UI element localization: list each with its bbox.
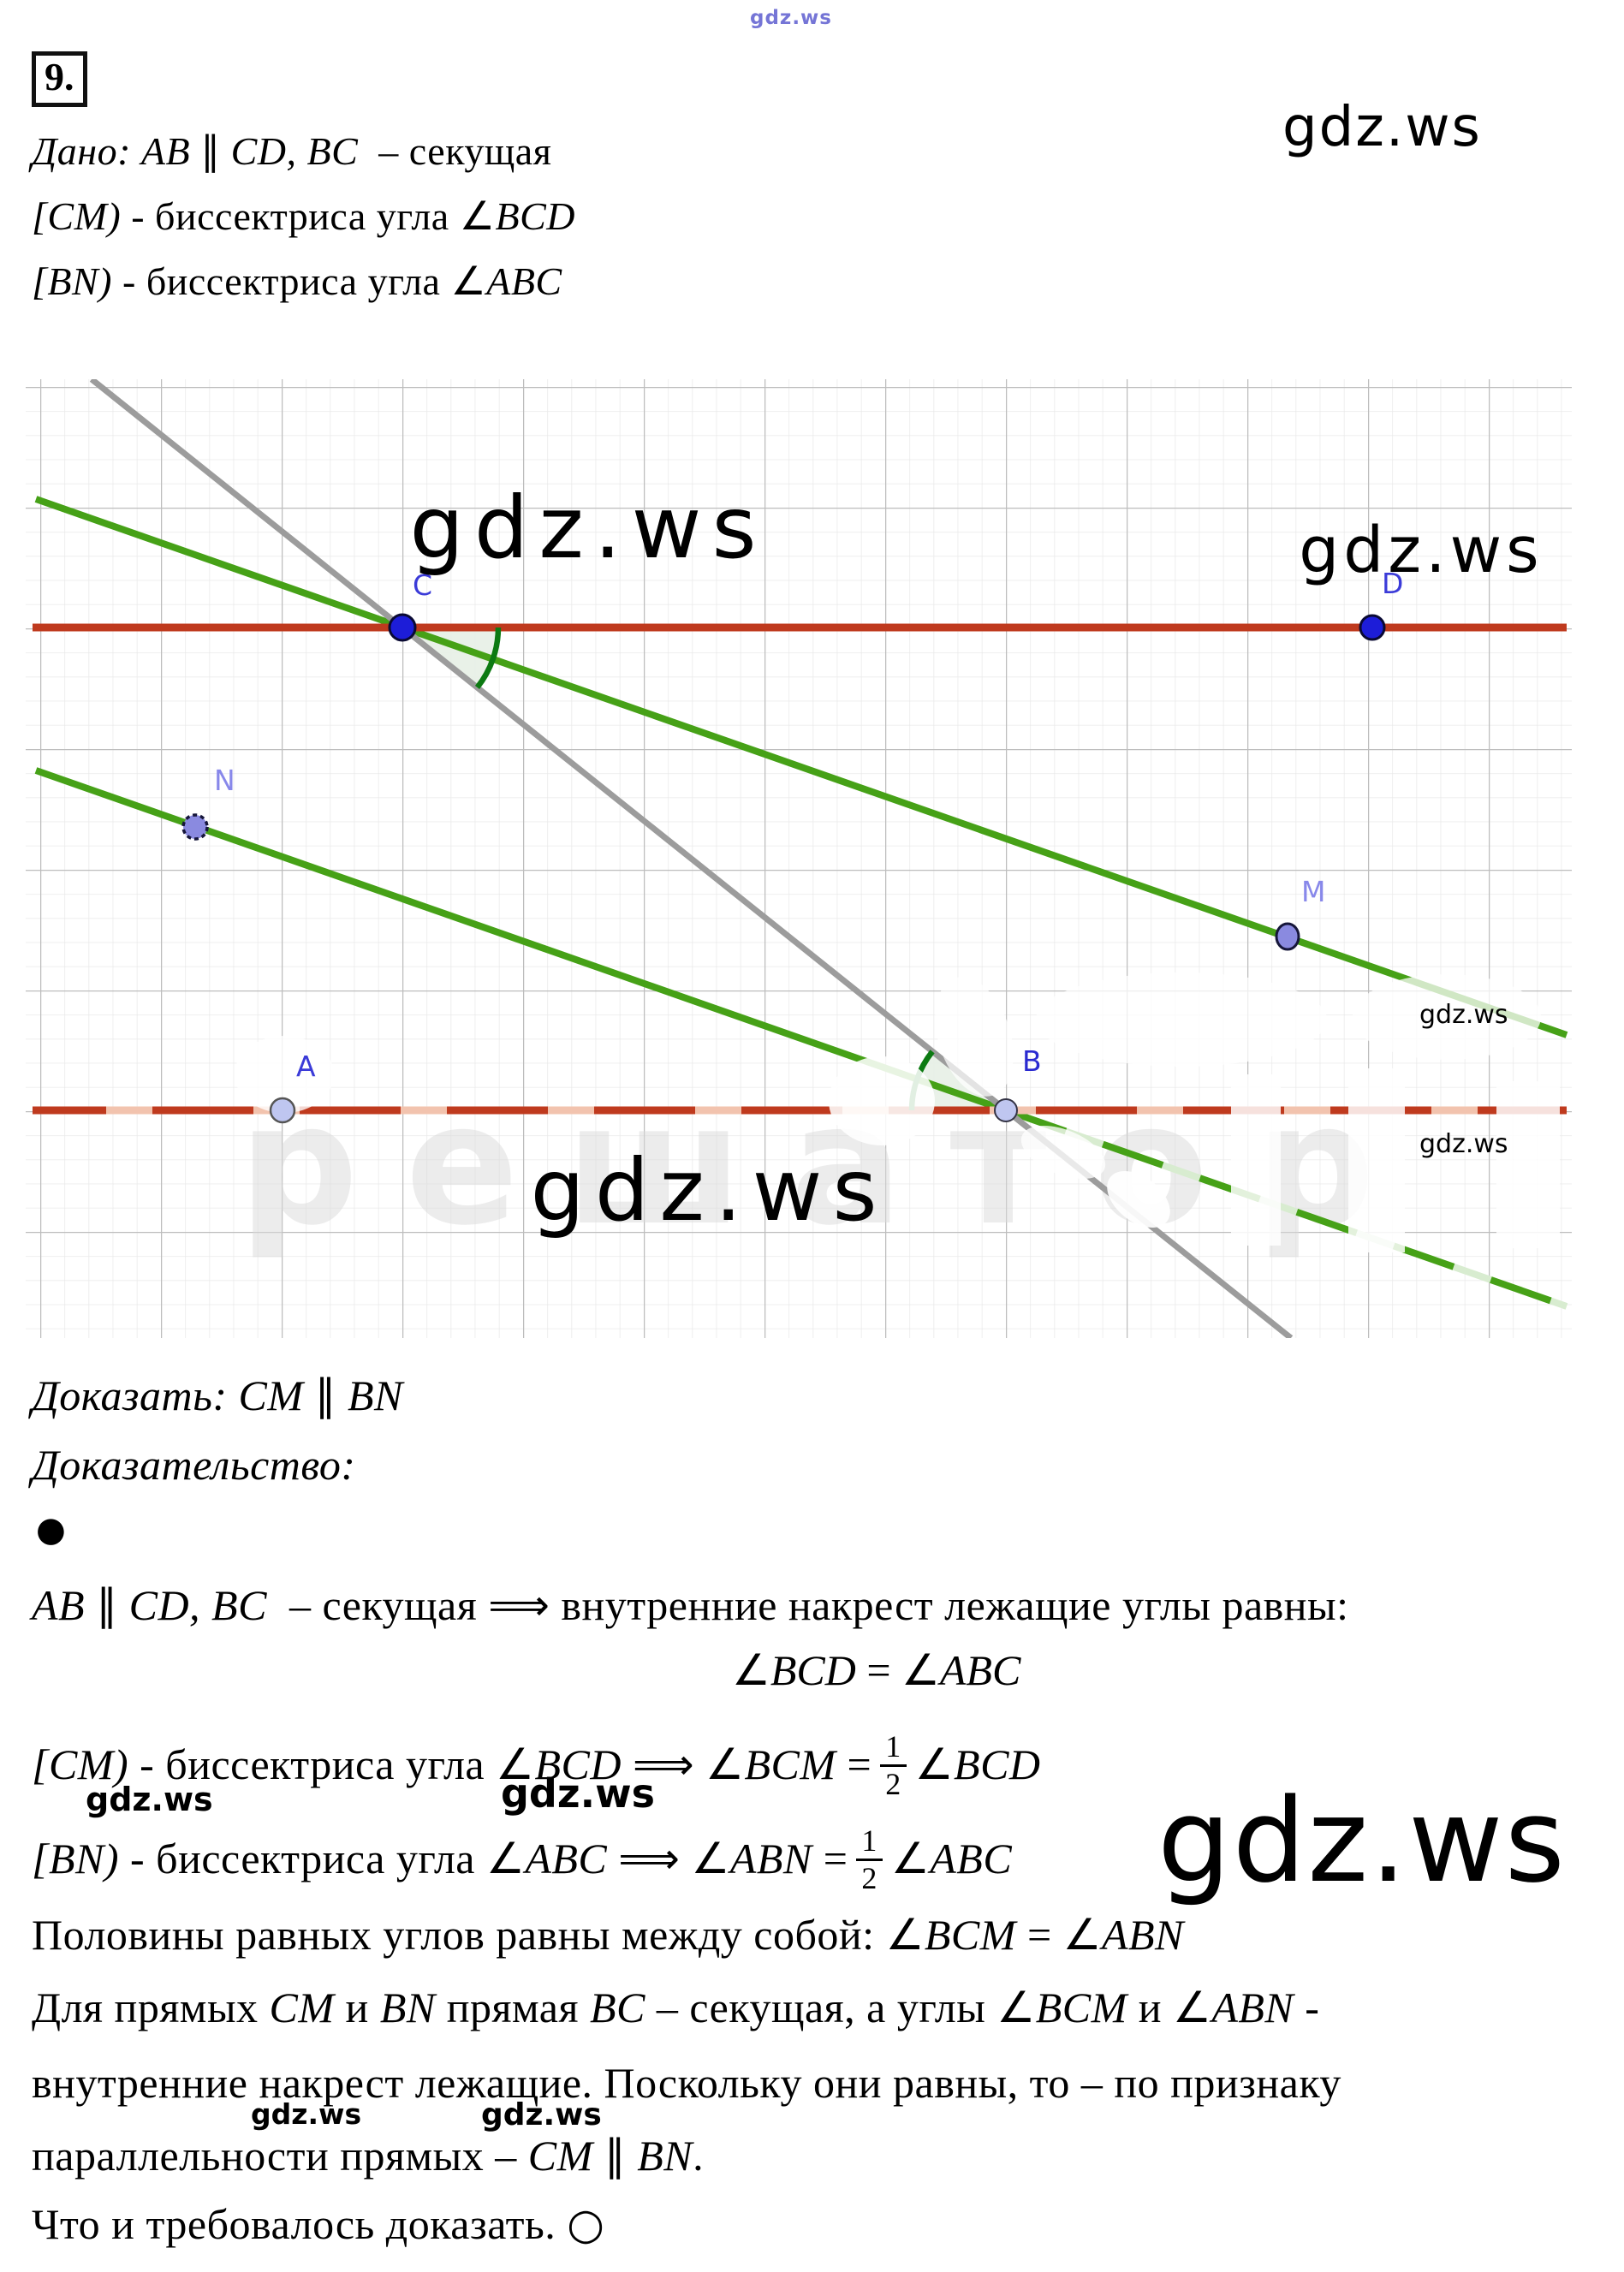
white-blob-9: [1036, 972, 1327, 1067]
white-blob-6: [1231, 1074, 1281, 1246]
watermark-bottom-left: gdz.ws: [251, 2097, 362, 2131]
proof-line-for-lines: Для прямых CM и BN прямая BC – секущая, …: [32, 1983, 1320, 2032]
angle-bcd-arc: [474, 627, 502, 690]
given-line-3: [BN) - биссектриса угла ∠ABC: [32, 258, 562, 304]
white-blob-2: [935, 977, 1014, 1097]
white-blob-10: [1353, 974, 1541, 1060]
bn-bisector-extension-pale: [1004, 1107, 1568, 1310]
proof-line-bn-bisector: [BN) - биссектриса угла ∠ABC ⟹ ∠ABN = 1 2 ∠…: [32, 1824, 1012, 1895]
proof-line-parallel-conclusion: параллельности прямых – CM ∥ BN.: [32, 2131, 705, 2180]
watermark-top-tiny: gdz.ws: [750, 7, 832, 29]
white-blob-7: [1348, 1068, 1405, 1252]
prove-line: Доказать: CM ∥ BN: [32, 1371, 403, 1420]
cm-bisector-line: [34, 496, 1568, 1038]
watermark-bottom-center: gdz.ws: [481, 2097, 602, 2132]
proof-heading: Доказательство:: [32, 1441, 356, 1489]
fraction-denominator: 2: [861, 1860, 877, 1895]
point-n: [181, 813, 209, 841]
white-blob-5: [235, 1036, 334, 1113]
watermark-top-right: gdz.ws: [1282, 96, 1482, 159]
watermark-diagram-top-center: gdz.ws: [409, 478, 766, 578]
bullet-marker: ●: [36, 1510, 66, 1549]
label-b: B: [1022, 1044, 1042, 1078]
bc-secant-line: [89, 379, 1294, 1338]
watermark-diagram-small-2: gdz.ws: [1419, 1129, 1508, 1159]
point-m: [1275, 922, 1300, 951]
fraction-numerator: 1: [880, 1730, 907, 1767]
angle-bcd-sector: [402, 627, 498, 687]
white-blob-8: [1496, 1081, 1560, 1248]
label-n: N: [214, 764, 235, 797]
white-blob-4: [1107, 1171, 1170, 1228]
given-line-1: Дано: AB ∥ CD, BC – секущая: [32, 128, 552, 174]
watermark-diagram-bottom: gdz.ws: [530, 1140, 887, 1240]
point-d: [1359, 614, 1386, 641]
proof-line-cm-pre: [CM) - биссектриса угла ∠BCD ⟹ ∠BCM =: [32, 1739, 872, 1789]
label-c: C: [413, 568, 432, 602]
point-a: [269, 1097, 296, 1124]
label-a: A: [296, 1050, 316, 1083]
given-line-2: [CM) - биссектриса угла ∠BCD: [32, 193, 575, 239]
proof-line-bn-pre: [BN) - биссектриса угла ∠ABC ⟹ ∠ABN =: [32, 1833, 848, 1883]
label-d: D: [1382, 567, 1403, 600]
point-b: [994, 1098, 1018, 1122]
white-blob-1: [829, 1056, 935, 1145]
proof-line-qed: Что и требовалось доказать. ○: [32, 2199, 605, 2249]
fraction-denominator: 2: [885, 1766, 901, 1801]
proof-line-halves-equal: Половины равных углов равны между собой:…: [32, 1910, 1184, 1960]
watermark-mid-right-big: gdz.ws: [1157, 1774, 1567, 1908]
proof-line-cm-bisector: [CM) - биссектриса угла ∠BCD ⟹ ∠BCM = 1 2 ∠…: [32, 1730, 1041, 1801]
geometry-diagram: решатор: [26, 379, 1572, 1338]
problem-number-box: 9.: [32, 51, 87, 107]
proof-line-interior-angles: внутренние накрест лежащие. Поскольку он…: [32, 2059, 1341, 2107]
watermark-faint-background: решатор: [239, 1068, 1422, 1262]
watermark-diagram-small-1: gdz.ws: [1419, 1000, 1508, 1030]
proof-line-alternate-angles: AB ∥ CD, BC – секущая ⟹ внутренние накре…: [32, 1580, 1349, 1630]
proof-line-bn-post: ∠ABC: [890, 1833, 1013, 1883]
point-c: [388, 613, 417, 642]
fraction-numerator: 1: [856, 1824, 883, 1861]
watermark-mid-left: gdz.ws: [86, 1781, 213, 1818]
watermark-diagram-top-right: gdz.ws: [1299, 514, 1543, 587]
proof-equation-center: ∠BCD = ∠ABC: [732, 1645, 1021, 1695]
label-m: M: [1301, 875, 1325, 908]
problem-number: 9.: [45, 55, 74, 98]
watermark-mid-center: gdz.ws: [501, 1770, 655, 1817]
white-blob-3: [1020, 1126, 1106, 1179]
proof-line-cm-post: ∠BCD: [914, 1739, 1041, 1789]
